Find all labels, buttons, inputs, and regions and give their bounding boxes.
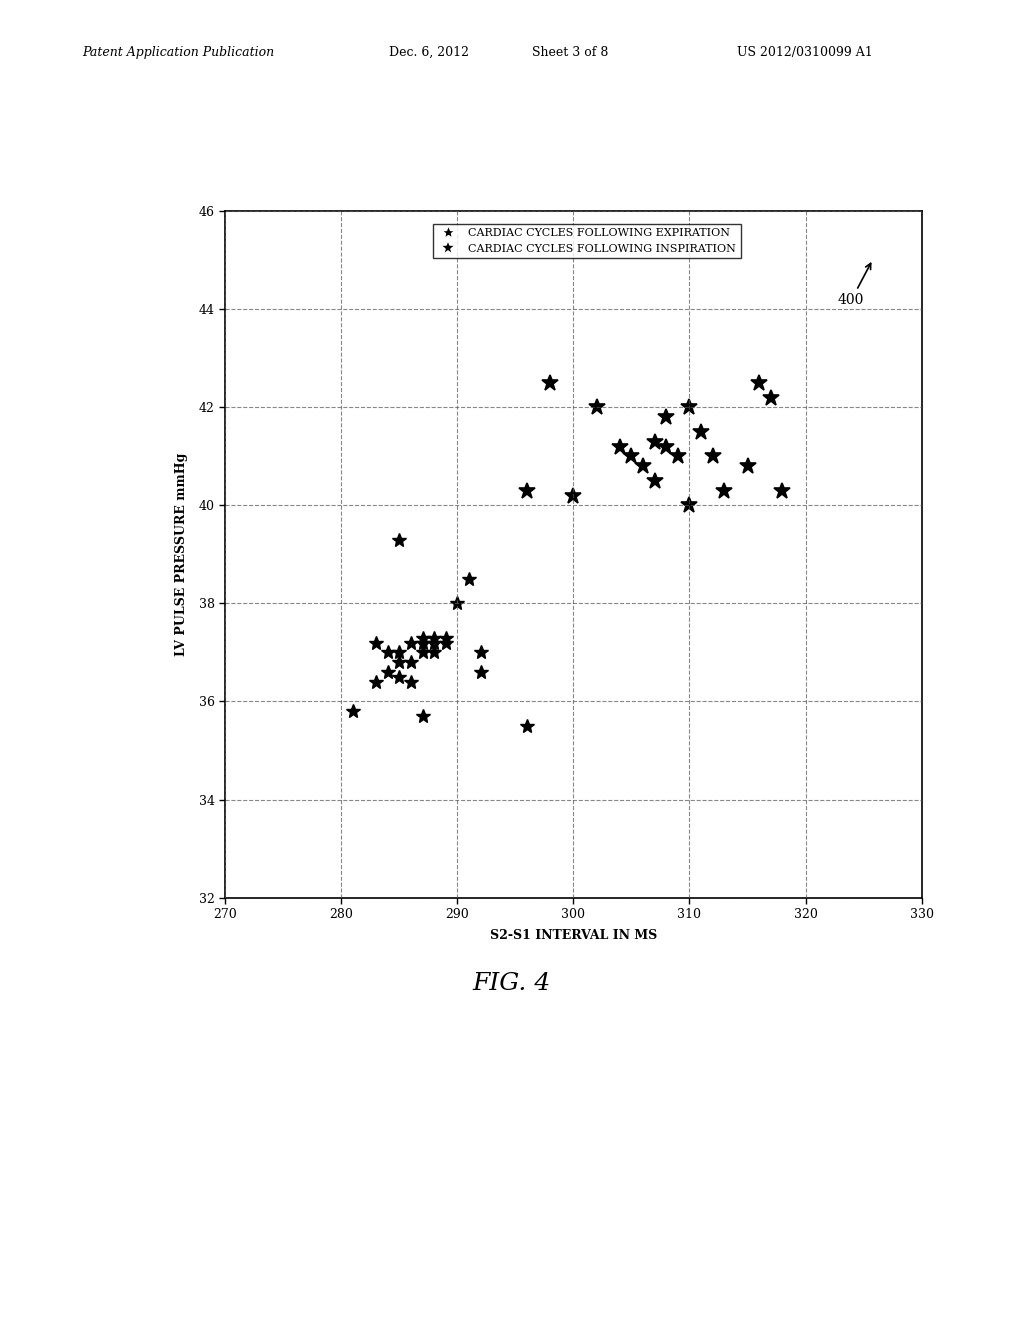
CARDIAC CYCLES FOLLOWING INSPIRATION bbox=[613, 438, 626, 454]
CARDIAC CYCLES FOLLOWING EXPIRATION bbox=[439, 635, 452, 651]
CARDIAC CYCLES FOLLOWING EXPIRATION bbox=[417, 635, 429, 651]
CARDIAC CYCLES FOLLOWING INSPIRATION bbox=[695, 424, 708, 440]
CARDIAC CYCLES FOLLOWING EXPIRATION bbox=[417, 644, 429, 660]
CARDIAC CYCLES FOLLOWING INSPIRATION bbox=[672, 449, 684, 465]
CARDIAC CYCLES FOLLOWING INSPIRATION bbox=[567, 487, 580, 503]
CARDIAC CYCLES FOLLOWING EXPIRATION bbox=[439, 630, 452, 645]
Text: FIG. 4: FIG. 4 bbox=[473, 972, 551, 995]
Legend: CARDIAC CYCLES FOLLOWING EXPIRATION, CARDIAC CYCLES FOLLOWING INSPIRATION: CARDIAC CYCLES FOLLOWING EXPIRATION, CAR… bbox=[433, 223, 740, 259]
CARDIAC CYCLES FOLLOWING EXPIRATION bbox=[393, 644, 406, 660]
CARDIAC CYCLES FOLLOWING INSPIRATION bbox=[626, 449, 638, 465]
CARDIAC CYCLES FOLLOWING INSPIRATION bbox=[544, 375, 556, 391]
CARDIAC CYCLES FOLLOWING EXPIRATION bbox=[393, 655, 406, 671]
CARDIAC CYCLES FOLLOWING INSPIRATION bbox=[741, 458, 754, 474]
CARDIAC CYCLES FOLLOWING EXPIRATION bbox=[474, 664, 486, 680]
Text: Patent Application Publication: Patent Application Publication bbox=[82, 46, 274, 59]
CARDIAC CYCLES FOLLOWING INSPIRATION bbox=[591, 400, 603, 416]
CARDIAC CYCLES FOLLOWING INSPIRATION bbox=[648, 473, 660, 488]
CARDIAC CYCLES FOLLOWING EXPIRATION bbox=[370, 675, 382, 690]
CARDIAC CYCLES FOLLOWING EXPIRATION bbox=[382, 664, 394, 680]
CARDIAC CYCLES FOLLOWING EXPIRATION bbox=[370, 635, 382, 651]
CARDIAC CYCLES FOLLOWING EXPIRATION bbox=[404, 655, 417, 671]
CARDIAC CYCLES FOLLOWING INSPIRATION bbox=[776, 483, 788, 499]
Text: Sheet 3 of 8: Sheet 3 of 8 bbox=[532, 46, 609, 59]
CARDIAC CYCLES FOLLOWING EXPIRATION bbox=[417, 630, 429, 645]
CARDIAC CYCLES FOLLOWING EXPIRATION bbox=[428, 644, 440, 660]
CARDIAC CYCLES FOLLOWING INSPIRATION bbox=[753, 375, 765, 391]
CARDIAC CYCLES FOLLOWING INSPIRATION bbox=[718, 483, 730, 499]
CARDIAC CYCLES FOLLOWING INSPIRATION bbox=[660, 409, 673, 425]
X-axis label: S2-S1 INTERVAL IN MS: S2-S1 INTERVAL IN MS bbox=[489, 929, 657, 942]
Line: CARDIAC CYCLES FOLLOWING INSPIRATION: CARDIAC CYCLES FOLLOWING INSPIRATION bbox=[519, 375, 791, 513]
CARDIAC CYCLES FOLLOWING EXPIRATION bbox=[417, 709, 429, 725]
CARDIAC CYCLES FOLLOWING EXPIRATION bbox=[404, 635, 417, 651]
CARDIAC CYCLES FOLLOWING INSPIRATION bbox=[683, 400, 695, 416]
CARDIAC CYCLES FOLLOWING EXPIRATION bbox=[428, 630, 440, 645]
Text: US 2012/0310099 A1: US 2012/0310099 A1 bbox=[737, 46, 873, 59]
Text: 400: 400 bbox=[838, 264, 870, 308]
CARDIAC CYCLES FOLLOWING EXPIRATION bbox=[463, 572, 475, 587]
CARDIAC CYCLES FOLLOWING EXPIRATION bbox=[347, 704, 359, 719]
CARDIAC CYCLES FOLLOWING INSPIRATION bbox=[765, 389, 777, 405]
CARDIAC CYCLES FOLLOWING INSPIRATION bbox=[648, 434, 660, 450]
CARDIAC CYCLES FOLLOWING EXPIRATION bbox=[393, 532, 406, 548]
CARDIAC CYCLES FOLLOWING EXPIRATION bbox=[404, 675, 417, 690]
Text: Dec. 6, 2012: Dec. 6, 2012 bbox=[389, 46, 469, 59]
CARDIAC CYCLES FOLLOWING EXPIRATION bbox=[428, 635, 440, 651]
CARDIAC CYCLES FOLLOWING EXPIRATION bbox=[382, 644, 394, 660]
CARDIAC CYCLES FOLLOWING INSPIRATION bbox=[521, 483, 534, 499]
CARDIAC CYCLES FOLLOWING EXPIRATION bbox=[393, 669, 406, 685]
CARDIAC CYCLES FOLLOWING INSPIRATION bbox=[683, 498, 695, 513]
CARDIAC CYCLES FOLLOWING EXPIRATION bbox=[521, 718, 534, 734]
Line: CARDIAC CYCLES FOLLOWING EXPIRATION: CARDIAC CYCLES FOLLOWING EXPIRATION bbox=[346, 533, 534, 733]
CARDIAC CYCLES FOLLOWING EXPIRATION bbox=[474, 644, 486, 660]
CARDIAC CYCLES FOLLOWING INSPIRATION bbox=[707, 449, 719, 465]
Y-axis label: LV PULSE PRESSURE mmHg: LV PULSE PRESSURE mmHg bbox=[175, 453, 187, 656]
CARDIAC CYCLES FOLLOWING INSPIRATION bbox=[660, 438, 673, 454]
CARDIAC CYCLES FOLLOWING INSPIRATION bbox=[637, 458, 649, 474]
CARDIAC CYCLES FOLLOWING EXPIRATION bbox=[452, 595, 464, 611]
